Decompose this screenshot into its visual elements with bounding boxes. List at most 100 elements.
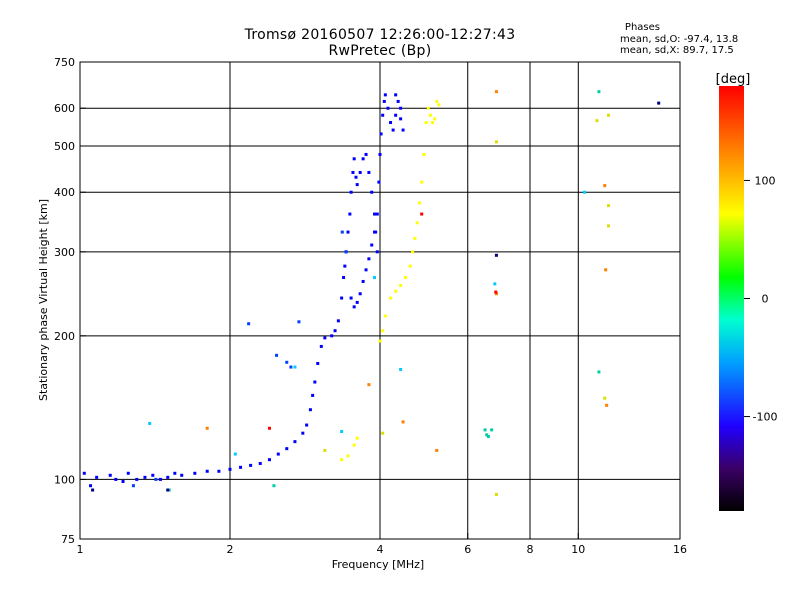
data-point [344, 250, 348, 254]
data-point [352, 157, 356, 161]
x-tick-label: 1 [77, 543, 84, 556]
data-point [394, 289, 398, 293]
colorbar-label: [deg] [716, 72, 751, 87]
data-point [378, 152, 382, 156]
data-point [126, 471, 130, 475]
data-point [89, 484, 93, 488]
data-point [370, 190, 374, 194]
data-point [401, 420, 405, 424]
data-point [355, 436, 359, 440]
data-point [657, 101, 661, 105]
data-point [346, 230, 350, 234]
data-point [381, 431, 385, 435]
data-point [91, 488, 95, 492]
y-tick-label: 500 [54, 140, 75, 153]
data-point [239, 465, 243, 469]
data-point [193, 471, 197, 475]
data-point [135, 477, 139, 481]
data-point [297, 320, 301, 324]
colorbar-tick-label: 100 [755, 174, 776, 187]
data-point [417, 201, 421, 205]
data-point [354, 175, 358, 179]
data-point [340, 296, 344, 300]
data-point [433, 117, 437, 121]
data-point [603, 396, 607, 400]
data-point [205, 469, 209, 473]
data-point [367, 170, 371, 174]
data-point [355, 183, 359, 187]
data-point [205, 426, 209, 430]
data-point [108, 473, 112, 477]
x-tick-label: 2 [227, 543, 234, 556]
data-point [293, 440, 297, 444]
data-point [323, 448, 327, 452]
data-point [293, 365, 297, 369]
data-point [494, 290, 498, 294]
data-point [490, 428, 494, 432]
x-tick-label: 16 [673, 543, 687, 556]
data-point [267, 458, 271, 462]
phases-x-mode: mean, sd,X: 89.7, 17.5 [620, 45, 734, 56]
data-point [361, 279, 365, 283]
x-axis-label: Frequency [MHz] [332, 558, 424, 571]
data-point [379, 132, 383, 136]
data-point [276, 452, 280, 456]
data-point [605, 403, 609, 407]
data-point [340, 458, 344, 462]
colorbar-tick-label: -100 [753, 411, 778, 424]
data-point [396, 99, 400, 103]
data-point [383, 314, 387, 318]
data-point [391, 128, 395, 132]
data-point [399, 367, 403, 371]
data-point [217, 469, 221, 473]
chart-title: Tromsø 20160507 12:26:00-12:27:43 [244, 27, 516, 43]
y-tick-label: 400 [54, 186, 75, 199]
data-point [349, 190, 353, 194]
data-point [336, 319, 340, 323]
data-point [323, 336, 327, 340]
data-point [486, 435, 490, 439]
data-point [158, 477, 162, 481]
data-point [381, 329, 385, 333]
y-tick-label: 600 [54, 102, 75, 115]
data-point [399, 283, 403, 287]
y-tick-label: 200 [54, 330, 75, 343]
data-point [285, 360, 289, 364]
data-point [485, 433, 489, 437]
chart-subtitle: RwPretec (Bp) [328, 43, 432, 59]
data-point [381, 113, 385, 117]
data-point [228, 467, 232, 471]
data-point [166, 488, 170, 492]
data-point [343, 264, 347, 268]
axis-ticks: 1 2 4 6 8 10 16 75 100 200 300 400 500 600 750 [54, 56, 687, 556]
data-point [316, 361, 320, 365]
data-point [340, 430, 344, 434]
data-point [426, 106, 430, 110]
data-point [597, 370, 601, 374]
data-point [180, 473, 184, 477]
y-tick-label: 100 [54, 473, 75, 486]
data-point [373, 212, 377, 216]
data-point [351, 170, 355, 174]
data-point [435, 448, 439, 452]
data-point [494, 492, 498, 496]
y-tick-label: 300 [54, 246, 75, 259]
data-point [340, 230, 344, 234]
data-point [437, 103, 441, 107]
data-point [604, 268, 608, 272]
data-point [394, 113, 398, 117]
data-point [308, 408, 312, 412]
data-point [403, 276, 407, 280]
data-point [493, 282, 497, 286]
data-point [603, 184, 607, 188]
x-tick-label: 6 [464, 543, 471, 556]
data-point [346, 454, 350, 458]
data-point [597, 90, 601, 94]
data-point [394, 93, 398, 97]
data-point [285, 447, 289, 451]
data-point [233, 452, 237, 456]
data-point [349, 296, 353, 300]
data-point [355, 300, 359, 304]
